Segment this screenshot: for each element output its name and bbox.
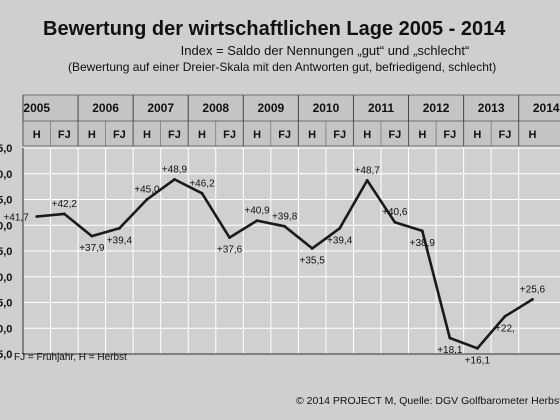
data-point (475, 346, 479, 350)
data-label: +40,9 (244, 206, 270, 217)
data-point (393, 220, 397, 224)
season-label: H (473, 129, 481, 141)
data-label: +18,1 (437, 345, 463, 356)
chart-subtitle-note: (Bewertung auf einer Dreier-Skala mit de… (68, 60, 497, 74)
season-label: H (528, 129, 536, 141)
data-point (531, 298, 534, 301)
year-label: 2014 (533, 101, 560, 115)
data-point (448, 336, 452, 340)
period-header-band (23, 95, 560, 146)
year-label: 2005 (23, 101, 50, 115)
data-label: +16,1 (465, 355, 491, 366)
data-point (173, 178, 176, 181)
data-label: +39,4 (107, 235, 133, 246)
data-point (420, 229, 424, 233)
data-point (90, 234, 94, 238)
y-tick-label: 40,0 (0, 220, 12, 232)
chart-title: Bewertung der wirtschaftlichen Lage 2005… (43, 18, 506, 40)
y-tick-label: 45,0 (0, 195, 12, 207)
data-label: +37,9 (79, 243, 105, 254)
season-label: H (418, 129, 426, 141)
y-tick-label: 20,0 (0, 323, 12, 335)
data-label: +45,0 (134, 185, 160, 196)
year-label: 2006 (92, 101, 119, 115)
data-label: +22, (495, 323, 515, 334)
season-legend-note: FJ = Frühjahr, H = Herbst (14, 352, 127, 363)
data-label: +39,4 (327, 235, 353, 246)
year-label: 2011 (368, 101, 394, 115)
data-label: +38,9 (410, 238, 436, 249)
data-label: +48,7 (355, 165, 381, 176)
year-label: 2012 (423, 101, 450, 115)
season-label: FJ (499, 129, 512, 141)
chart-subtitle: Index = Saldo der Nennungen „gut“ und „s… (180, 43, 470, 58)
season-label: H (198, 129, 206, 141)
season-label: FJ (223, 129, 236, 141)
source-note: © 2014 PROJECT M, Quelle: DGV Golfbarome… (296, 395, 560, 407)
data-label: +48,9 (162, 164, 188, 175)
data-point (145, 198, 149, 201)
season-label: H (363, 129, 371, 141)
data-point (310, 247, 314, 250)
data-point (365, 179, 369, 182)
season-label: FJ (58, 129, 71, 141)
year-label: 2008 (202, 101, 229, 115)
data-label: +40,6 (382, 207, 408, 218)
data-label: +46,2 (189, 178, 215, 189)
data-label: +41,7 (3, 212, 29, 223)
season-label: FJ (278, 129, 291, 141)
data-point (117, 226, 121, 230)
year-label: 2009 (257, 101, 284, 115)
y-tick-label: 55,0 (0, 143, 12, 155)
data-label: +25,6 (520, 284, 546, 295)
season-label: FJ (443, 129, 456, 141)
y-tick-label: 25,0 (0, 298, 12, 310)
data-point (338, 226, 342, 230)
data-point (503, 315, 507, 318)
data-point (228, 236, 231, 240)
season-label: H (88, 129, 96, 141)
data-point (283, 224, 287, 228)
year-label: 2010 (313, 101, 340, 115)
season-label: H (253, 129, 261, 141)
year-label: 2007 (147, 101, 174, 115)
y-tick-label: 15,0 (0, 349, 12, 361)
data-point (62, 212, 66, 216)
data-point (200, 191, 204, 195)
season-label: FJ (168, 129, 181, 141)
season-label: H (33, 129, 41, 141)
data-label: +39,8 (272, 211, 298, 222)
data-label: +35,5 (299, 255, 325, 266)
data-label: +42,2 (52, 199, 78, 210)
y-tick-label: 35,0 (0, 246, 12, 258)
season-label: H (143, 129, 151, 141)
season-label: FJ (113, 129, 126, 141)
season-label: FJ (388, 129, 401, 141)
season-label: FJ (333, 129, 346, 141)
season-label: H (308, 129, 316, 141)
data-point (35, 215, 39, 218)
y-tick-label: 50,0 (0, 169, 12, 181)
year-label: 2013 (478, 101, 505, 115)
data-point (255, 219, 259, 223)
data-label: +37,6 (217, 245, 243, 256)
y-tick-label: 30,0 (0, 272, 12, 284)
